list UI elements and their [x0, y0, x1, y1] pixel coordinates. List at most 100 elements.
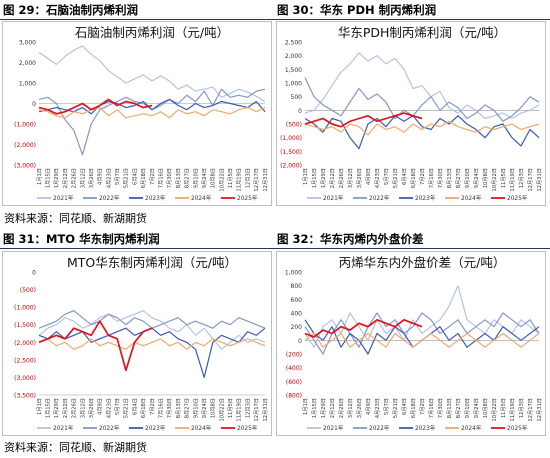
chart-title: MTO华东制丙烯利润（元/吨）: [67, 255, 237, 270]
figure-31-label: 图 31：: [3, 232, 47, 246]
x-tick-label: 10月22日: [218, 398, 225, 422]
x-tick-label: 6月18日: [410, 398, 417, 418]
legend-label: 2021年: [323, 424, 344, 432]
series-line-2024年: [38, 338, 266, 350]
x-tick-label: 7月2日: [419, 168, 426, 185]
y-tick-label: 400: [291, 311, 303, 318]
x-tick-label: 2月26日: [338, 168, 345, 188]
legend-label: 2023年: [145, 194, 166, 202]
series-line-2024年: [304, 120, 540, 136]
x-tick-label: 4月23日: [105, 398, 112, 418]
series-line-2023年: [38, 327, 266, 379]
series-line-2022年: [38, 88, 266, 156]
y-tick-label: 1,000: [285, 270, 302, 277]
x-tick-label: 1月29日: [53, 168, 60, 188]
legend-label: 2021年: [53, 424, 74, 432]
series-line-2025年: [38, 320, 153, 372]
x-tick-label: 9月10日: [464, 398, 471, 418]
y-tick-label: 1,000: [19, 81, 36, 88]
x-tick-label: 5月21日: [123, 398, 130, 418]
x-tick-label: 10月8日: [210, 168, 217, 188]
series-line-2025年: [304, 112, 423, 128]
x-tick-label: 3月12日: [347, 168, 354, 188]
x-tick-label: 12月3日: [518, 398, 525, 418]
legend-label: 2022年: [99, 194, 120, 202]
legend-label: 2021年: [53, 194, 74, 202]
legend-label: 2022年: [99, 424, 120, 432]
series-line-2021年: [304, 285, 540, 348]
figure-29-label: 图 29：: [3, 3, 47, 17]
x-tick-label: 7月30日: [166, 168, 173, 188]
x-tick-label: 2月12日: [62, 398, 69, 418]
y-tick-label: 2,000: [285, 53, 302, 60]
y-tick-label: (1,000): [14, 122, 36, 129]
figure-31-title: 图 31：MTO 华东制丙烯利润: [3, 231, 160, 247]
x-tick-label: 1月1日: [36, 398, 43, 415]
series-line-2024年: [304, 332, 540, 348]
figure-31-caption: MTO 华东制丙烯利润: [46, 232, 160, 246]
y-tick-label: 200: [291, 324, 303, 331]
x-tick-label: 7月2日: [149, 398, 156, 415]
y-tick-label: (2,000): [14, 340, 36, 347]
x-tick-label: 11月19日: [509, 398, 516, 422]
y-tick-label: 500: [291, 94, 303, 101]
x-tick-label: 7月16日: [428, 398, 435, 418]
series-line-2022年: [304, 77, 540, 122]
chart-31-svg: MTO华东制丙烯利润（元/吨） (3,500) (3,000) (2,500) (2,0…: [14, 255, 269, 432]
y-tick-label: 0: [298, 338, 302, 345]
series-line-2022年: [38, 310, 266, 329]
legend-label: 2021年: [323, 194, 344, 202]
y-tick-label: 600: [291, 297, 303, 304]
x-tick-label: 3月12日: [347, 398, 354, 418]
x-tick-label: 9月24日: [201, 398, 208, 418]
x-tick-label: 11月19日: [509, 168, 516, 192]
x-tick-label: 4月23日: [105, 168, 112, 188]
y-tick-label: (2,500): [14, 357, 36, 364]
chart-panel-32: 丙烯华东内外盘价差（元/吨） (800) (600) (400) (200) 0 200 40…: [276, 251, 546, 436]
x-tick-label: 7月30日: [437, 168, 444, 188]
x-tick-label: 5月21日: [392, 398, 399, 418]
x-tick-label: 8月13日: [175, 398, 182, 418]
x-tick-label: 1月15日: [44, 168, 51, 188]
legend-label: 2024年: [191, 194, 212, 202]
x-tick-label: 8月27日: [455, 168, 462, 188]
y-tick-label: 800: [291, 283, 303, 290]
x-tick-label: 2月26日: [71, 398, 78, 418]
y-tick-label: (600): [286, 379, 302, 386]
series-line-2024年: [38, 106, 266, 119]
y-tick-label: 0: [32, 101, 36, 108]
y-tick-label: (2,000): [14, 142, 36, 149]
x-tick-label: 9月10日: [192, 398, 199, 418]
figure-32-label: 图 32：: [277, 232, 321, 246]
x-tick-label: 10月8日: [482, 398, 489, 418]
x-tick-label: 9月24日: [201, 168, 208, 188]
legend-label: 2024年: [461, 424, 482, 432]
x-tick-label: 3月26日: [88, 168, 95, 188]
y-tick-label: (800): [286, 393, 302, 400]
chart-panel-30: 华东PDH制丙烯利润（元/吨） (2,000) (1,500) (1,000) (500…: [276, 21, 546, 206]
x-tick-label: 7月16日: [157, 398, 164, 418]
legend-label: 2023年: [415, 424, 436, 432]
legend-label: 2025年: [237, 424, 258, 432]
x-tick-label: 12月17日: [253, 168, 260, 192]
y-tick-label: (2,000): [280, 163, 302, 170]
x-tick-label: 12月31日: [262, 398, 269, 422]
x-tick-label: 6月18日: [140, 398, 147, 418]
x-tick-label: 2月12日: [62, 168, 69, 188]
x-tick-label: 11月5日: [500, 398, 507, 418]
x-tick-label: 1月15日: [311, 168, 318, 188]
x-tick-label: 12月3日: [244, 168, 251, 188]
figure-29-title: 图 29：石脑油制丙烯利润: [3, 2, 138, 18]
x-tick-label: 4月9日: [365, 168, 372, 185]
y-tick-label: 1,500: [285, 67, 302, 74]
chart-panel-29: 石脑油制丙烯利润（元/吨） (3,000) (2,000) (1,000) 0 1,000…: [2, 21, 272, 206]
x-tick-label: 7月16日: [157, 168, 164, 188]
x-tick-label: 3月26日: [356, 168, 363, 188]
legend-label: 2023年: [145, 424, 166, 432]
y-tick-label: (500): [286, 122, 302, 129]
title-rule-top: [0, 19, 550, 20]
series-line-2023年: [304, 319, 540, 355]
x-tick-label: 12月31日: [536, 168, 543, 192]
series-line-2025年: [304, 318, 423, 338]
x-tick-label: 8月27日: [184, 168, 191, 188]
